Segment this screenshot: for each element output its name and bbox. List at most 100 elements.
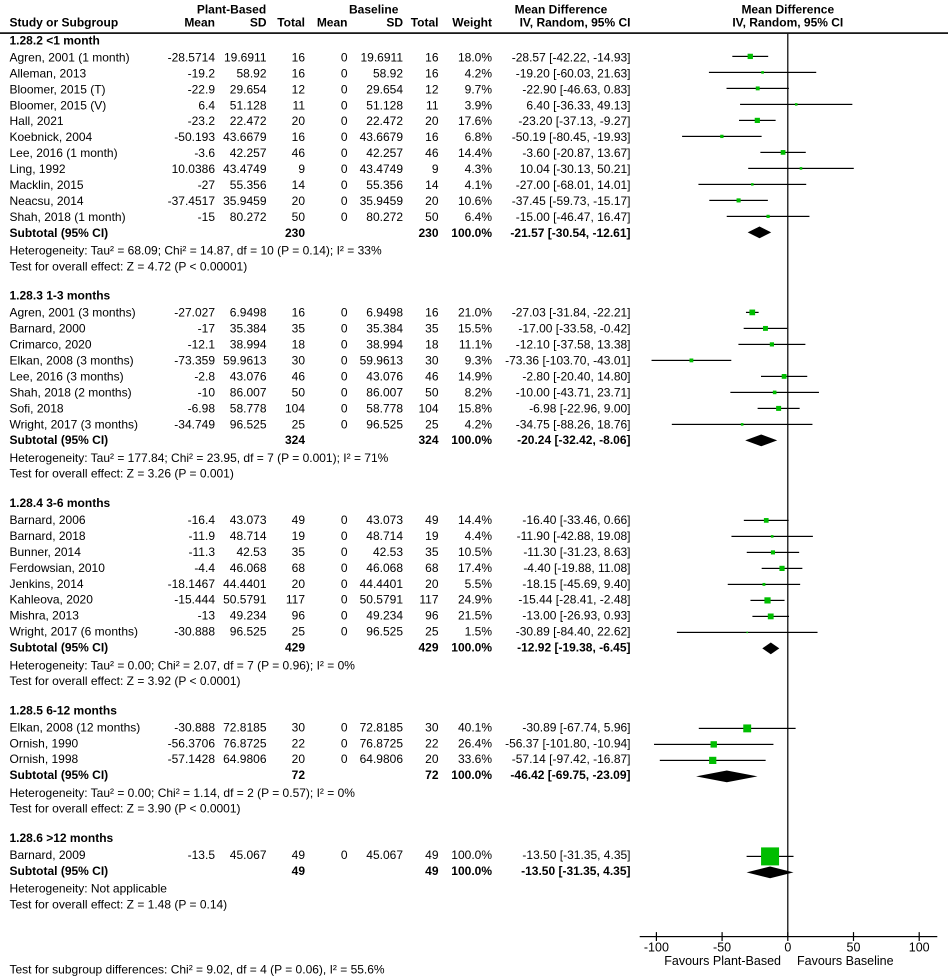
- svg-text:-56.3706: -56.3706: [168, 736, 216, 750]
- svg-text:-6.98 [-22.96, 9.00]: -6.98 [-22.96, 9.00]: [529, 401, 630, 415]
- svg-text:0: 0: [341, 593, 348, 607]
- svg-text:58.778: 58.778: [230, 401, 267, 415]
- svg-text:-13.5: -13.5: [188, 848, 216, 862]
- svg-text:Subtotal (95% CI): Subtotal (95% CI): [10, 768, 109, 782]
- svg-text:17.4%: 17.4%: [458, 561, 492, 575]
- svg-text:49: 49: [292, 864, 306, 878]
- svg-text:51.128: 51.128: [366, 98, 403, 112]
- svg-text:-37.45 [-59.73, -15.17]: -37.45 [-59.73, -15.17]: [512, 194, 631, 208]
- svg-text:11: 11: [293, 98, 306, 112]
- svg-text:Plant-Based: Plant-Based: [197, 2, 266, 16]
- svg-text:-11.30 [-31.23, 8.63]: -11.30 [-31.23, 8.63]: [523, 545, 630, 559]
- svg-text:11.1%: 11.1%: [459, 338, 492, 352]
- svg-text:4.2%: 4.2%: [465, 66, 493, 80]
- svg-text:68: 68: [292, 561, 306, 575]
- svg-text:10.0386: 10.0386: [172, 162, 216, 176]
- svg-text:100.0%: 100.0%: [451, 848, 492, 862]
- svg-text:0: 0: [341, 114, 348, 128]
- svg-text:0: 0: [341, 545, 348, 559]
- svg-text:100.0%: 100.0%: [451, 641, 492, 655]
- svg-text:Wright, 2017 (6 months): Wright, 2017 (6 months): [10, 625, 139, 639]
- svg-text:Bloomer, 2015 (V): Bloomer, 2015 (V): [10, 98, 107, 112]
- svg-text:-15.444: -15.444: [174, 593, 215, 607]
- svg-text:0: 0: [341, 720, 348, 734]
- svg-text:-27.027: -27.027: [174, 306, 215, 320]
- svg-text:43.076: 43.076: [366, 369, 403, 383]
- svg-text:16: 16: [292, 50, 306, 64]
- svg-text:-6.98: -6.98: [188, 401, 216, 415]
- svg-text:96.525: 96.525: [230, 417, 267, 431]
- svg-text:17.6%: 17.6%: [458, 114, 492, 128]
- svg-text:Shah, 2018 (2 months): Shah, 2018 (2 months): [10, 385, 132, 399]
- svg-text:Mishra, 2013: Mishra, 2013: [10, 609, 80, 623]
- svg-text:Subtotal (95% CI): Subtotal (95% CI): [10, 864, 109, 878]
- svg-text:0: 0: [341, 130, 348, 144]
- svg-text:48.714: 48.714: [230, 529, 267, 543]
- svg-text:-2.80 [-20.40, 14.80]: -2.80 [-20.40, 14.80]: [522, 369, 630, 383]
- svg-text:-23.2: -23.2: [188, 114, 216, 128]
- svg-text:-13.00 [-26.93, 0.93]: -13.00 [-26.93, 0.93]: [522, 609, 630, 623]
- svg-text:4.2%: 4.2%: [465, 417, 493, 431]
- svg-text:Test for overall effect: Z = 3: Test for overall effect: Z = 3.26 (P = 0…: [10, 467, 234, 481]
- svg-text:20: 20: [425, 194, 439, 208]
- svg-text:1.28.3 1-3 months: 1.28.3 1-3 months: [10, 289, 111, 303]
- svg-text:-15: -15: [198, 210, 216, 224]
- svg-text:35.9459: 35.9459: [223, 194, 267, 208]
- svg-text:46.068: 46.068: [366, 561, 403, 575]
- svg-text:0: 0: [341, 178, 348, 192]
- svg-text:-34.749: -34.749: [174, 417, 215, 431]
- svg-text:12: 12: [425, 82, 439, 96]
- svg-text:-23.20 [-37.13, -9.27]: -23.20 [-37.13, -9.27]: [518, 114, 630, 128]
- svg-text:0: 0: [341, 210, 348, 224]
- svg-text:-10: -10: [198, 385, 216, 399]
- svg-text:-3.6: -3.6: [194, 146, 215, 160]
- svg-text:43.6679: 43.6679: [360, 130, 404, 144]
- svg-text:Ornish, 1998: Ornish, 1998: [10, 752, 79, 766]
- svg-text:-11.90 [-42.88, 19.08]: -11.90 [-42.88, 19.08]: [517, 529, 631, 543]
- svg-text:Barnard, 2006: Barnard, 2006: [10, 513, 86, 527]
- svg-text:21.5%: 21.5%: [458, 609, 492, 623]
- svg-text:64.9806: 64.9806: [360, 752, 404, 766]
- svg-text:SD: SD: [250, 16, 267, 30]
- svg-text:50: 50: [292, 210, 306, 224]
- svg-text:16: 16: [292, 66, 306, 80]
- svg-text:Subtotal (95% CI): Subtotal (95% CI): [10, 433, 109, 447]
- svg-text:46: 46: [292, 146, 306, 160]
- svg-text:-73.36 [-103.70, -43.01]: -73.36 [-103.70, -43.01]: [505, 353, 630, 367]
- svg-text:Subtotal (95% CI): Subtotal (95% CI): [10, 641, 109, 655]
- svg-text:117: 117: [419, 593, 438, 607]
- svg-text:20: 20: [425, 752, 439, 766]
- svg-text:49: 49: [292, 513, 306, 527]
- svg-text:-30.89 [-67.74, 5.96]: -30.89 [-67.74, 5.96]: [522, 720, 630, 734]
- svg-text:0: 0: [341, 401, 348, 415]
- svg-text:-27.03 [-31.84, -22.21]: -27.03 [-31.84, -22.21]: [512, 306, 631, 320]
- svg-text:Ornish, 1990: Ornish, 1990: [10, 736, 79, 750]
- svg-text:Test for overall effect: Z = 3: Test for overall effect: Z = 3.92 (P < 0…: [10, 674, 241, 688]
- svg-text:96.525: 96.525: [230, 625, 267, 639]
- svg-text:6.4: 6.4: [198, 98, 215, 112]
- svg-text:29.654: 29.654: [366, 82, 403, 96]
- svg-text:51.128: 51.128: [230, 98, 267, 112]
- svg-text:0: 0: [341, 369, 348, 383]
- svg-text:0: 0: [341, 162, 348, 176]
- svg-text:49: 49: [425, 513, 439, 527]
- svg-text:-2.8: -2.8: [194, 369, 215, 383]
- svg-text:24.9%: 24.9%: [458, 593, 492, 607]
- svg-text:35.384: 35.384: [366, 322, 403, 336]
- svg-text:-100: -100: [644, 940, 669, 954]
- svg-text:25: 25: [292, 625, 306, 639]
- svg-text:-50.193: -50.193: [174, 130, 215, 144]
- svg-text:-16.40 [-33.46, 0.66]: -16.40 [-33.46, 0.66]: [522, 513, 630, 527]
- svg-text:Crimarco, 2020: Crimarco, 2020: [10, 338, 92, 352]
- svg-text:19: 19: [425, 529, 439, 543]
- svg-text:49: 49: [425, 848, 439, 862]
- svg-text:42.53: 42.53: [236, 545, 266, 559]
- svg-text:-50: -50: [713, 940, 731, 954]
- svg-text:49.234: 49.234: [366, 609, 403, 623]
- svg-text:Shah, 2018 (1 month): Shah, 2018 (1 month): [10, 210, 126, 224]
- svg-text:16: 16: [425, 130, 439, 144]
- svg-text:0: 0: [341, 306, 348, 320]
- svg-text:0: 0: [341, 577, 348, 591]
- svg-text:33.6%: 33.6%: [458, 752, 492, 766]
- svg-text:Test for subgroup differences:: Test for subgroup differences: Chi² = 9.…: [10, 963, 385, 976]
